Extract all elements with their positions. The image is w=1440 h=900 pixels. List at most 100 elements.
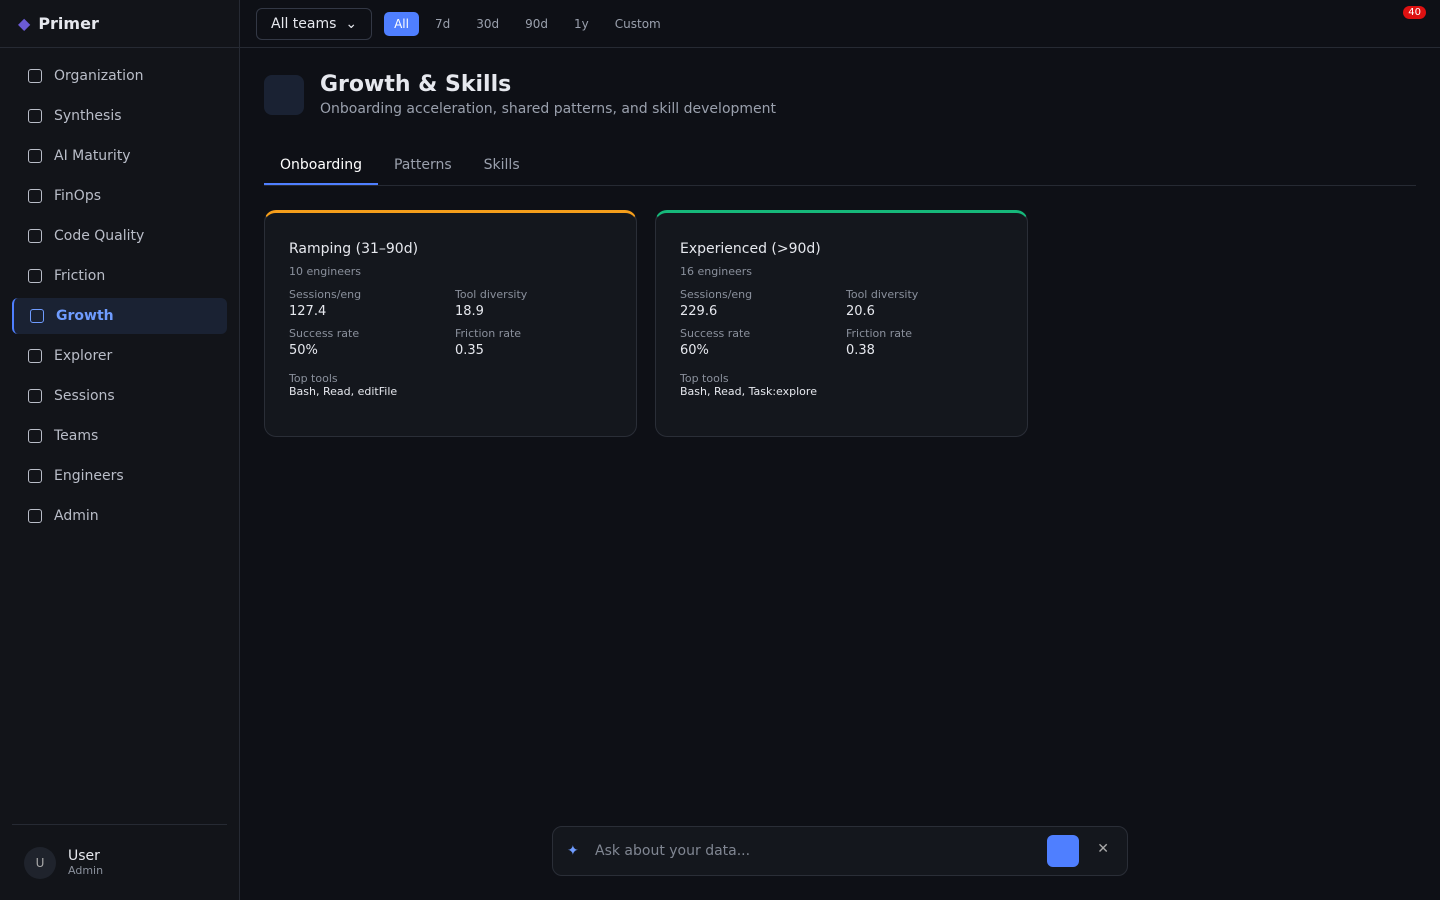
chat-bar[interactable]: ✦ Ask about your data... ✕ <box>552 826 1128 876</box>
nav-label: Teams <box>54 428 99 444</box>
nav-label: AI Maturity <box>54 148 131 164</box>
stat-label: Tool diversity <box>846 288 919 301</box>
custom-range[interactable]: Custom <box>614 16 661 31</box>
stat-value: 0.38 <box>846 343 875 358</box>
stat-value: 18.9 <box>455 304 484 319</box>
tab[interactable]: Patterns <box>393 157 452 173</box>
stat-value: 229.6 <box>680 304 718 319</box>
brand: ◆ Primer <box>0 0 239 48</box>
nav-label: Sessions <box>54 388 115 404</box>
nav-icon <box>28 149 42 163</box>
range-button[interactable]: 1y <box>574 16 589 31</box>
stat-label: Tool diversity <box>455 288 528 301</box>
nav-icon <box>28 389 42 403</box>
stat: Tool diversity 20.6 <box>846 288 1012 319</box>
range-button[interactable]: 90d <box>525 16 548 31</box>
stat: Friction rate 0.35 <box>455 327 621 358</box>
ranges: All 7d 30d 90d 1y <box>384 11 599 36</box>
nav-label: Explorer <box>54 348 113 364</box>
nav-icon <box>28 109 42 123</box>
sidebar: ◆ Primer Organization Synthesis AI Maturity… <box>0 0 240 900</box>
nav-label: Synthesis <box>54 108 122 124</box>
notification-count[interactable]: 40 <box>1403 6 1426 19</box>
nav-item[interactable]: Admin <box>12 498 227 534</box>
stats: Sessions/eng 229.6 Tool diversity 20.6 Succe… <box>680 288 1003 358</box>
nav-icon <box>28 469 42 483</box>
nav-icon <box>28 69 42 83</box>
nav-label: Admin <box>54 508 99 524</box>
tabs: Onboarding Patterns Skills <box>264 143 1416 186</box>
chat-placeholder: Ask about your data... <box>595 843 751 859</box>
header-icon <box>264 74 304 115</box>
nav-icon <box>28 229 42 243</box>
nav-icon <box>28 509 42 523</box>
nav-icon <box>28 349 42 363</box>
avatar: U <box>24 846 56 879</box>
card-title: Ramping (31–90d) <box>289 241 419 257</box>
card-count: 16 engineers <box>680 265 753 278</box>
main: Growth & Skills Onboarding acceleration, … <box>264 72 1416 437</box>
stat: Sessions/eng 229.6 <box>680 288 846 319</box>
cohort-card: Experienced (>90d) 16 engineers Sessions/e… <box>655 210 1028 437</box>
user-name: User <box>68 848 100 864</box>
nav-item[interactable]: Friction <box>12 258 227 294</box>
tools: Bash, Read, editFile <box>289 385 398 398</box>
stat-value: 20.6 <box>846 304 875 319</box>
nav-item[interactable]: Organization <box>12 58 227 94</box>
nav-item[interactable]: Teams <box>12 418 227 454</box>
stat: Tool diversity 18.9 <box>455 288 621 319</box>
stat-value: 127.4 <box>289 304 327 319</box>
nav-label: Organization <box>54 68 144 84</box>
nav: Organization Synthesis AI Maturity FinOps Co… <box>12 58 227 534</box>
range-button[interactable]: 30d <box>476 16 500 31</box>
stat-label: Sessions/eng <box>680 288 753 301</box>
range-button[interactable]: 7d <box>434 16 451 31</box>
nav-icon <box>28 189 42 203</box>
card-count: 10 engineers <box>289 265 362 278</box>
nav-label: FinOps <box>54 188 101 204</box>
nav-label: Friction <box>54 268 106 284</box>
stat-label: Friction rate <box>455 327 522 340</box>
stat-label: Success rate <box>680 327 751 340</box>
tab[interactable]: Onboarding <box>264 143 378 185</box>
team-select[interactable]: All teams ⌄ <box>256 7 373 40</box>
nav-item[interactable]: Sessions <box>12 378 227 414</box>
nav-item[interactable]: Explorer <box>12 338 227 374</box>
title: Growth & Skills <box>320 72 512 97</box>
subtitle: Onboarding acceleration, shared patterns… <box>320 101 777 117</box>
nav-label: Code Quality <box>54 228 145 244</box>
nav-item[interactable]: Growth <box>12 298 227 334</box>
nav-icon <box>28 429 42 443</box>
nav-item[interactable]: Code Quality <box>12 218 227 254</box>
send-button[interactable] <box>1047 835 1079 867</box>
tab[interactable]: Skills <box>483 157 520 173</box>
nav-item[interactable]: AI Maturity <box>12 138 227 174</box>
toolbar: All teams ⌄ All 7d 30d 90d 1y Custom 40 <box>240 0 1440 48</box>
stat-label: Sessions/eng <box>289 288 362 301</box>
stat: Friction rate 0.38 <box>846 327 1012 358</box>
app-name: Primer <box>38 14 99 33</box>
tools-label: Top tools <box>289 372 338 385</box>
nav-item[interactable]: Engineers <box>12 458 227 494</box>
user[interactable]: U User Admin <box>12 824 227 900</box>
stat: Success rate 60% <box>680 327 846 358</box>
stat: Success rate 50% <box>289 327 455 358</box>
nav-item[interactable]: Synthesis <box>12 98 227 134</box>
nav-icon <box>28 269 42 283</box>
stat-value: 50% <box>289 343 318 358</box>
team: All teams <box>271 15 337 32</box>
nav-label: Growth <box>56 308 114 324</box>
tools: Bash, Read, Task:explore <box>680 385 817 398</box>
nav-item[interactable]: FinOps <box>12 178 227 214</box>
nav-label: Engineers <box>54 468 124 484</box>
close-button[interactable]: ✕ <box>1097 841 1109 857</box>
user-role: Admin <box>68 864 104 877</box>
stat-label: Success rate <box>289 327 360 340</box>
range-button[interactable]: All <box>384 11 419 36</box>
stat-label: Friction rate <box>846 327 913 340</box>
tools-label: Top tools <box>680 372 729 385</box>
cards: Ramping (31–90d) 10 engineers Sessions/eng… <box>264 210 1416 437</box>
cohort-card: Ramping (31–90d) 10 engineers Sessions/eng… <box>264 210 637 437</box>
